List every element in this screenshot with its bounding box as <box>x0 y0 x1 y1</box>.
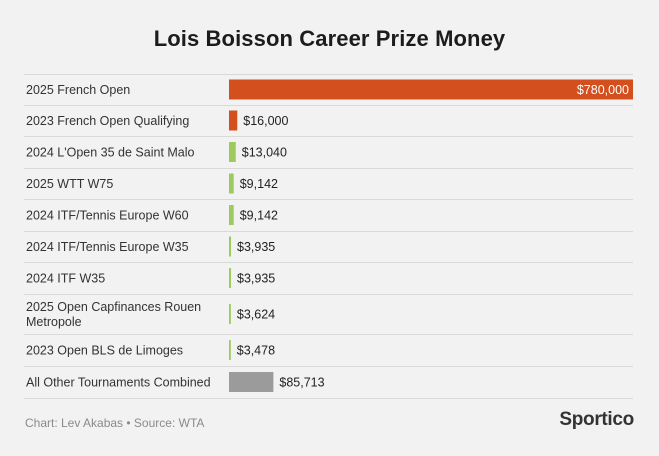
bar <box>229 205 234 225</box>
value-label: $3,478 <box>237 344 275 358</box>
value-label: $780,000 <box>577 83 629 97</box>
bar <box>229 173 234 194</box>
bar <box>229 236 232 257</box>
category-label: 2025 WTT W75 <box>26 177 113 191</box>
value-label: $85,713 <box>279 376 324 390</box>
value-label: $3,624 <box>237 308 275 322</box>
category-label: 2025 Open Capfinances Rouen Metropole <box>26 300 201 329</box>
brand-logo: Sportico <box>559 409 634 430</box>
source-note: Chart: Lev Akabas • Source: WTA <box>25 416 205 430</box>
bar <box>229 268 232 288</box>
value-label: $9,142 <box>240 209 278 223</box>
value-label: $16,000 <box>243 114 288 128</box>
chart-title: Lois Boisson Career Prize Money <box>153 26 506 51</box>
value-label: $3,935 <box>237 272 275 286</box>
category-label: 2024 ITF/Tennis Europe W60 <box>26 209 189 223</box>
category-label: 2023 Open BLS de Limoges <box>26 344 183 358</box>
bar <box>229 79 633 100</box>
value-label: $13,040 <box>242 146 287 160</box>
category-label: 2023 French Open Qualifying <box>26 114 189 128</box>
bar <box>229 340 231 360</box>
category-label: 2024 ITF/Tennis Europe W35 <box>26 240 189 254</box>
bar <box>229 372 274 392</box>
value-label: $3,935 <box>237 240 275 254</box>
bar <box>229 304 231 324</box>
category-label: 2025 French Open <box>26 83 130 97</box>
category-label: 2024 L'Open 35 de Saint Malo <box>26 146 195 160</box>
bar <box>229 142 236 162</box>
value-label: $9,142 <box>240 177 278 191</box>
bar <box>229 110 238 131</box>
category-label: 2024 ITF W35 <box>26 272 105 286</box>
category-label: All Other Tournaments Combined <box>26 376 211 390</box>
